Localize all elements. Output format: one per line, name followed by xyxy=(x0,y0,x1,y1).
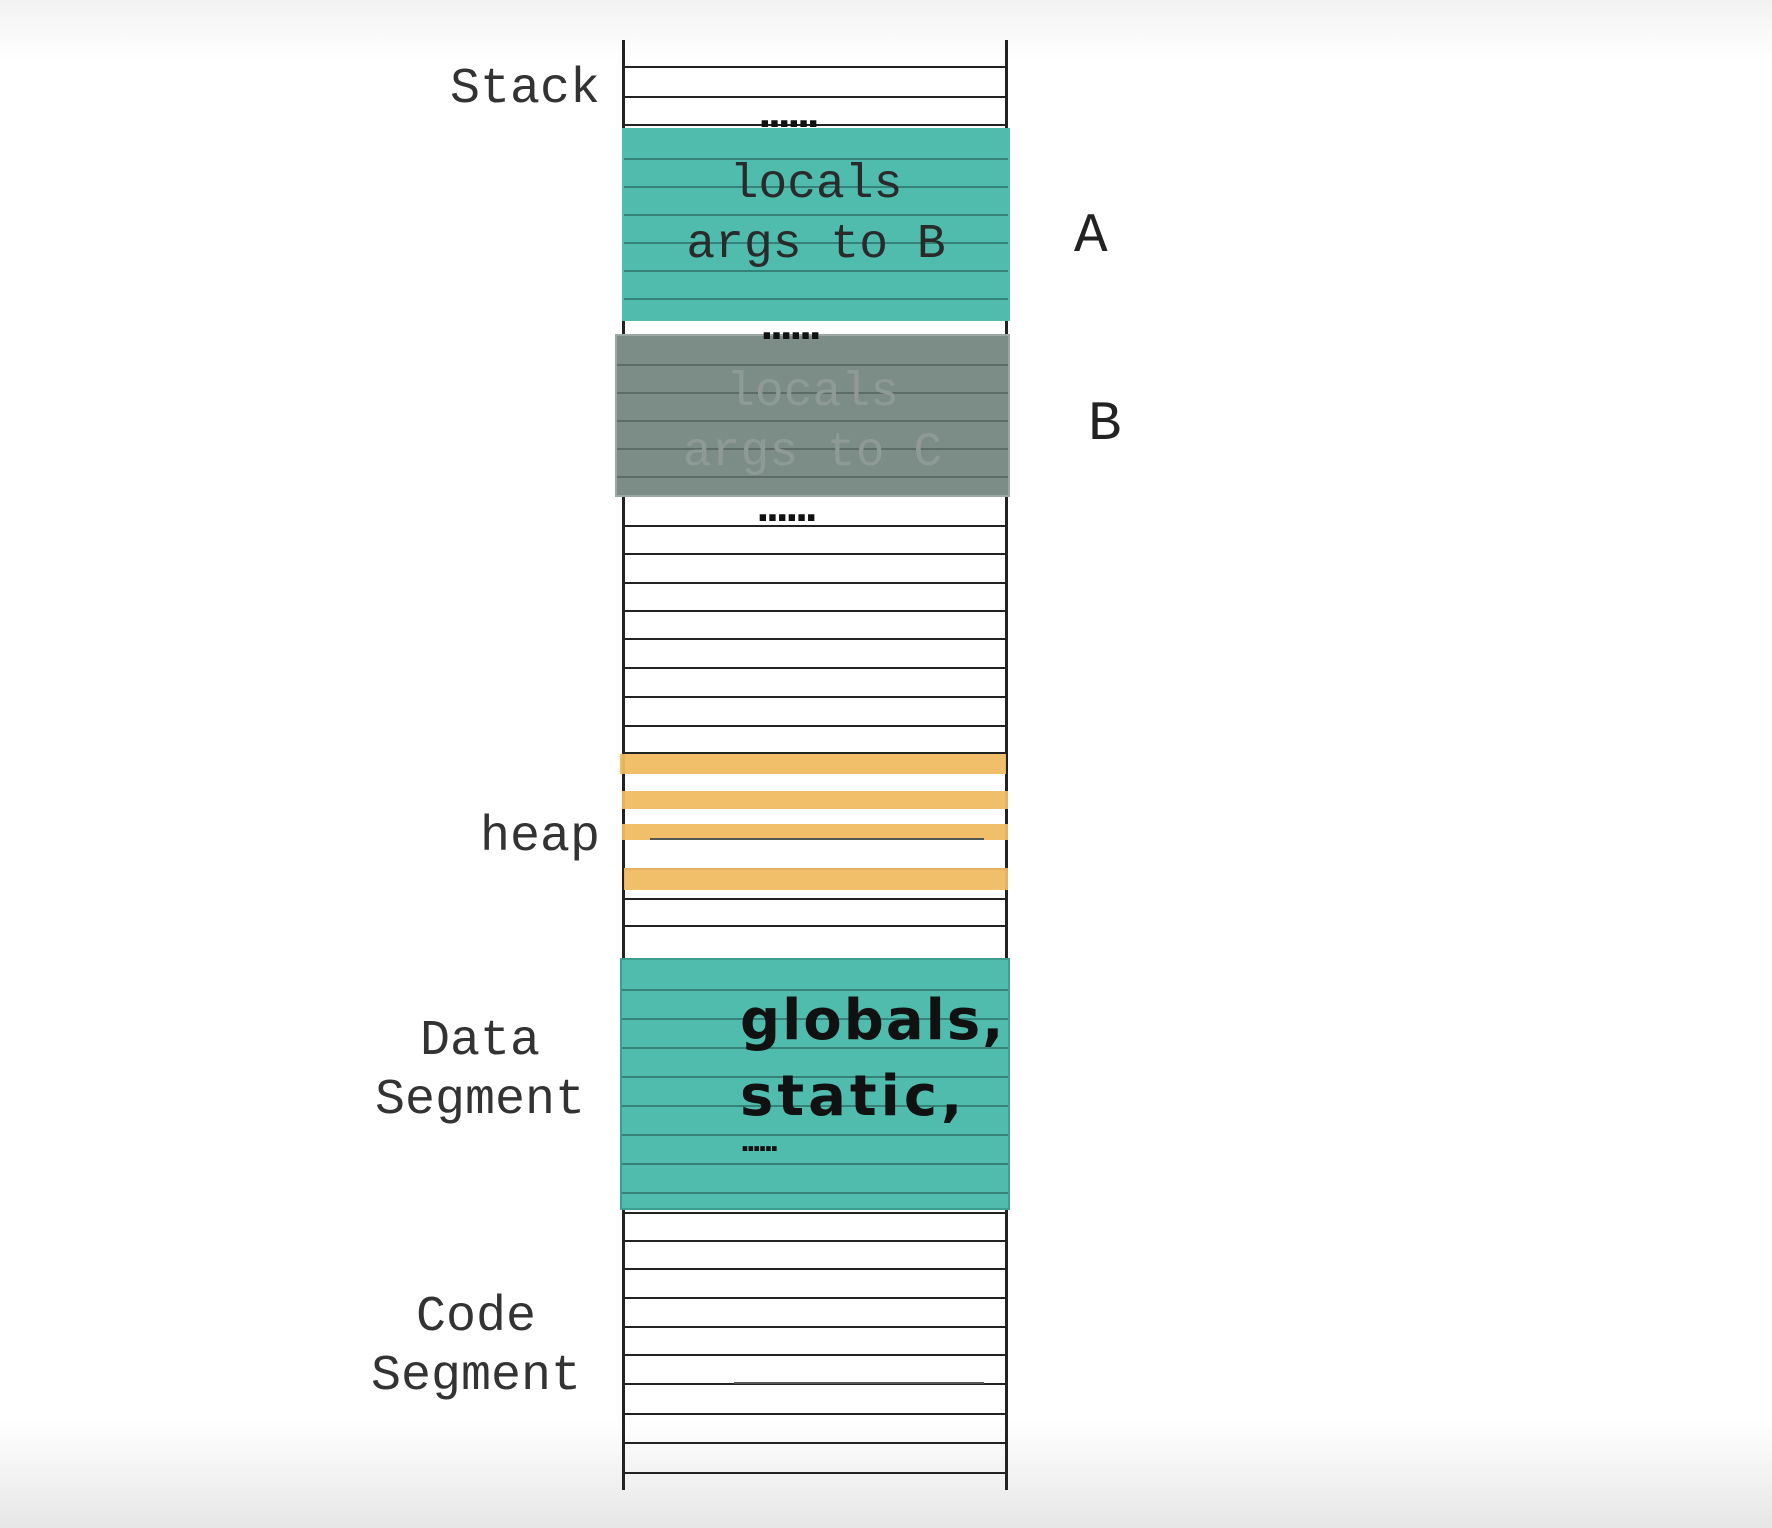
memory-row-line xyxy=(622,582,1008,584)
memory-row-line xyxy=(622,1472,1008,1474)
code-segment-label: Code Segment xyxy=(370,1289,582,1405)
block-row-line xyxy=(622,1192,1008,1194)
memory-row-line xyxy=(622,1383,1008,1385)
stack-ellipsis-top: ...... xyxy=(758,95,820,136)
memory-row-line xyxy=(622,1442,1008,1444)
block-row-line xyxy=(624,242,1008,244)
heap-label: heap xyxy=(479,809,601,866)
memory-row-line xyxy=(622,553,1008,555)
block-row-line xyxy=(622,1134,1008,1136)
stack-frame-a: locals args to B xyxy=(622,128,1010,321)
heap-stroke xyxy=(650,838,984,840)
memory-row-line xyxy=(622,667,1008,669)
block-row-line xyxy=(622,989,1008,991)
heap-allocation-3 xyxy=(622,824,1008,840)
data-globals: globals, xyxy=(740,988,1006,1053)
heap-allocation-1 xyxy=(620,754,1006,774)
block-row-line xyxy=(617,448,1008,450)
heap-allocation-4 xyxy=(624,868,1008,890)
frame-b-args: args to C xyxy=(682,426,943,480)
memory-row-line xyxy=(622,1413,1008,1415)
stack-ellipsis-bottom: ...... xyxy=(756,489,818,530)
code-stroke xyxy=(734,1382,984,1384)
memory-row-line xyxy=(622,1240,1008,1242)
stack-ellipsis-mid: ...... xyxy=(760,307,822,348)
data-ellipsis: ...... xyxy=(740,1128,779,1158)
memory-row-line xyxy=(622,696,1008,698)
data-segment-label: Data Segment xyxy=(374,1013,586,1129)
stack-frame-b: locals args to C xyxy=(615,334,1010,497)
memory-row-line xyxy=(622,898,1008,900)
data-segment-block: globals, static, ...... xyxy=(620,958,1010,1210)
memory-row-line xyxy=(622,1326,1008,1328)
block-row-line xyxy=(622,1047,1008,1049)
memory-row-line xyxy=(622,1268,1008,1270)
block-row-line xyxy=(622,1163,1008,1165)
memory-row-line xyxy=(622,725,1008,727)
frame-b-locals: locals xyxy=(726,366,899,420)
frame-a-args: args to B xyxy=(686,218,946,272)
heap-allocation-2 xyxy=(622,791,1008,809)
memory-row-line xyxy=(622,752,1008,754)
block-row-line xyxy=(624,298,1008,300)
frame-b-tag: B xyxy=(1088,392,1122,456)
stack-label: Stack xyxy=(450,61,601,118)
block-row-line xyxy=(622,1105,1008,1107)
memory-row-line xyxy=(622,1297,1008,1299)
frame-a-locals: locals xyxy=(729,158,903,212)
memory-row-line xyxy=(622,638,1008,640)
memory-row-line xyxy=(622,525,1008,527)
block-row-line xyxy=(624,270,1008,272)
memory-row-line xyxy=(622,1212,1008,1214)
block-row-line xyxy=(617,364,1008,366)
data-static: static, xyxy=(740,1064,967,1129)
memory-row-line xyxy=(622,96,1008,98)
block-row-line xyxy=(622,1018,1008,1020)
block-row-line xyxy=(624,158,1008,160)
memory-row-line xyxy=(622,124,1008,126)
block-row-line xyxy=(617,476,1008,478)
memory-row-line xyxy=(622,925,1008,927)
block-row-line xyxy=(624,186,1008,188)
block-row-line xyxy=(617,392,1008,394)
memory-row-line xyxy=(622,610,1008,612)
block-row-line xyxy=(622,1076,1008,1078)
frame-a-tag: A xyxy=(1074,204,1108,268)
block-row-line xyxy=(617,420,1008,422)
block-row-line xyxy=(624,214,1008,216)
memory-row-line xyxy=(622,1354,1008,1356)
memory-row-line xyxy=(622,66,1008,68)
